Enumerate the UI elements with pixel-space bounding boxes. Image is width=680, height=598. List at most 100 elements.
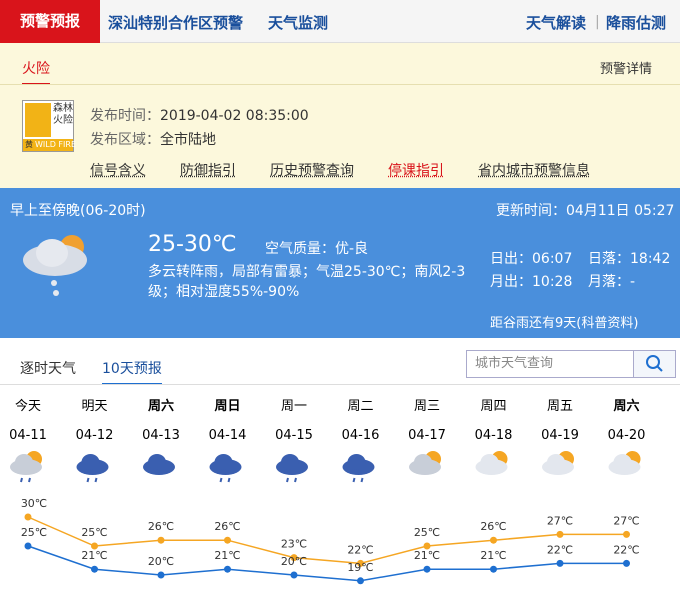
weather-icon: [608, 451, 641, 475]
search-input[interactable]: 城市天气查询: [466, 350, 634, 378]
warning-icon: 森林 火险 黄 WILD FIRE: [22, 100, 76, 152]
rain: [94, 477, 98, 483]
weekday: 今天: [15, 398, 41, 414]
description: 多云转阵雨，局部有雷暴；气温25-30℃；南风2-3级；相对湿度55%-90%: [148, 264, 466, 300]
weather-icon: [276, 454, 308, 483]
link[interactable]: 防御指引: [180, 163, 236, 179]
icon-text: 森林 火险: [53, 103, 73, 127]
temp-point: [423, 542, 431, 550]
temp-line: [27, 516, 627, 565]
label: 发布时间：: [90, 108, 160, 124]
rain: [20, 477, 23, 483]
link[interactable]: 历史预警查询: [270, 163, 354, 179]
temp-point: [24, 513, 32, 521]
temp-label: 21℃: [480, 549, 506, 562]
rain: [227, 477, 231, 483]
temp-point: [357, 577, 364, 585]
temp-label: 26℃: [148, 520, 174, 533]
weekday: 周六: [613, 398, 639, 414]
date: 04-15: [275, 428, 313, 443]
temp-label: 20℃: [148, 555, 174, 568]
divider: [0, 84, 680, 85]
date: 04-11: [9, 428, 47, 443]
value: 优-良: [335, 241, 369, 257]
label: 月出：: [490, 274, 532, 290]
cloud: [613, 454, 632, 470]
weather-icon: [409, 451, 441, 475]
nav-right[interactable]: 天气解读: [526, 14, 587, 32]
weekday: 周日: [214, 399, 240, 414]
weekday: 周六: [148, 398, 174, 414]
separator: |: [595, 14, 600, 30]
warning-panel: [0, 43, 680, 188]
temp-point: [556, 530, 564, 538]
temp-point: [224, 536, 231, 544]
search-button[interactable]: [633, 350, 676, 378]
date: 04-12: [76, 428, 114, 443]
temp-point: [490, 565, 497, 573]
tab-active[interactable]: 10天预报: [102, 358, 162, 385]
cloud: [347, 454, 366, 470]
cloud: [480, 454, 499, 470]
issue-time: 发布时间：2019-04-02 08:35:00: [90, 105, 309, 125]
cloud: [414, 454, 432, 470]
warning-tab[interactable]: 火险: [22, 58, 50, 85]
temp-label: 30℃: [21, 497, 47, 510]
temp-label: 23℃: [281, 538, 307, 551]
cloud: [281, 454, 299, 470]
rain: [294, 477, 297, 483]
temp-point: [423, 565, 431, 573]
weather-icon: [475, 451, 508, 475]
cloud: [15, 454, 33, 470]
date: 04-19: [541, 428, 579, 443]
weekday: 周二: [347, 399, 373, 414]
date: 04-16: [342, 428, 380, 443]
weather-icon: [143, 454, 175, 475]
nav-tab[interactable]: 天气监测: [268, 14, 329, 32]
aqi: 空气质量：优-良: [265, 238, 368, 258]
temp-label: 27℃: [547, 514, 573, 527]
weather-icon: [542, 451, 574, 475]
value: 04月11日 05:27: [566, 203, 675, 219]
temp-point: [224, 565, 231, 573]
temp-label: 22℃: [347, 543, 373, 556]
label: 更新时间：: [496, 203, 566, 219]
temp-label: 21℃: [214, 549, 240, 562]
cloud: [547, 454, 565, 470]
cloud: [214, 454, 233, 470]
weather-icon: [209, 454, 242, 483]
nav-active[interactable]: 预警预报: [0, 0, 100, 43]
weather-icon: [10, 451, 42, 483]
value: 10:28: [532, 274, 573, 290]
detail-link[interactable]: 预警详情: [600, 62, 653, 77]
value: 06:07: [532, 251, 573, 267]
sunset: 日落：18:42: [588, 248, 670, 268]
solar-term[interactable]: 距谷雨还有9天(科普资料): [490, 316, 639, 331]
cloud: [148, 454, 166, 470]
temp-point: [490, 536, 497, 544]
link[interactable]: 省内城市预警信息: [478, 163, 590, 179]
link[interactable]: 信号含义: [90, 163, 146, 179]
nav-right[interactable]: 降雨估测: [606, 14, 667, 32]
temp-point: [91, 542, 98, 550]
today-panel: [0, 188, 680, 338]
nav-tab[interactable]: 深汕特别合作区预警: [108, 14, 244, 32]
label: 发布区域：: [90, 132, 160, 148]
icon-text-1: 森林: [53, 103, 73, 114]
link[interactable]: 停课指引: [388, 163, 444, 179]
temp-line: [27, 545, 627, 582]
temp-point: [556, 559, 564, 567]
tab[interactable]: 逐时天气: [20, 361, 76, 377]
weekday: 明天: [81, 399, 107, 414]
temp-point: [290, 571, 298, 579]
value: 2019-04-02 08:35:00: [160, 108, 309, 124]
divider: [0, 384, 680, 385]
moonrise: 月出：10:28: [490, 271, 572, 291]
temp-label: 20℃: [281, 555, 307, 568]
temp-label: 26℃: [214, 520, 240, 533]
label: 月落：: [588, 274, 630, 290]
label: 日落：: [588, 251, 630, 267]
temp-label: 27℃: [613, 514, 639, 527]
temp-label: 19℃: [347, 561, 373, 574]
